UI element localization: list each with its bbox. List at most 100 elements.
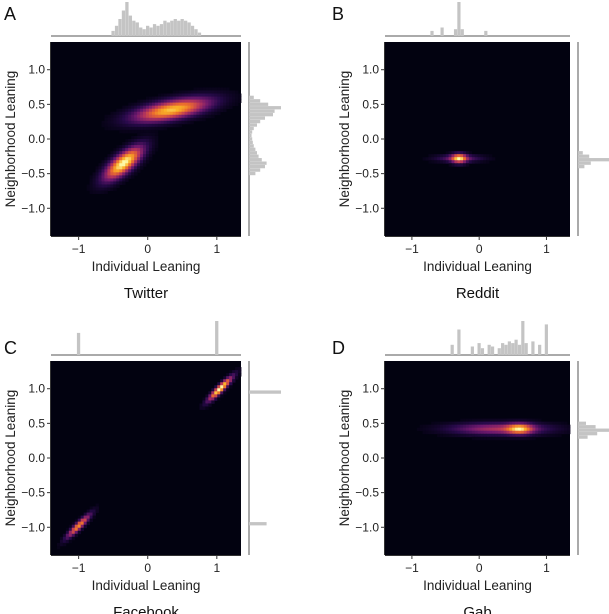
density-cell — [214, 93, 218, 97]
density-cell — [125, 178, 129, 182]
density-cell — [223, 90, 227, 94]
density-cell — [95, 169, 99, 173]
density-cell — [196, 99, 200, 104]
density-cell — [74, 518, 79, 523]
density-cell — [512, 424, 516, 429]
plot-background — [385, 42, 570, 236]
top-marginal-bar — [430, 30, 434, 36]
density-cell — [465, 157, 470, 161]
density-cell — [134, 160, 138, 164]
density-cell — [134, 102, 138, 107]
density-cell — [113, 175, 117, 179]
density-cell — [214, 102, 218, 107]
density-cell — [119, 129, 123, 134]
density-cell — [442, 421, 447, 426]
density-cell — [552, 421, 556, 426]
density-cell — [92, 175, 96, 179]
top-marginal-bar — [487, 344, 491, 355]
right-marginal-bar — [249, 161, 267, 165]
density-cell — [214, 388, 218, 392]
density-cell — [532, 418, 536, 423]
density-cell — [107, 154, 111, 158]
density-cell — [95, 509, 99, 513]
density-cell — [143, 139, 147, 143]
density-cell — [489, 436, 493, 441]
density-cell — [184, 120, 188, 125]
density-cell — [460, 433, 464, 438]
right-marginal-bar — [249, 522, 267, 526]
x-tick-label: 1 — [213, 242, 220, 256]
density-cell — [116, 151, 120, 155]
density-cell — [101, 160, 105, 164]
density-cell — [483, 418, 487, 423]
density-cell — [520, 424, 525, 429]
density-cell — [214, 90, 218, 94]
density-cell — [232, 373, 236, 377]
density-cell — [169, 105, 174, 110]
density-cell — [477, 427, 481, 432]
density-cell — [104, 123, 108, 128]
density-cell — [137, 148, 141, 152]
density-cell — [451, 163, 455, 167]
density-cell — [116, 157, 120, 161]
density-cell — [428, 427, 432, 432]
density-cell — [151, 105, 156, 110]
density-cell — [494, 424, 499, 429]
density-cell — [445, 433, 449, 438]
density-cell — [68, 533, 73, 538]
density-cell — [538, 427, 542, 432]
density-cell — [223, 99, 227, 104]
density-cell — [107, 117, 111, 122]
density-cell — [163, 111, 168, 116]
density-cell — [95, 166, 99, 170]
density-cell — [110, 114, 114, 119]
density-cell — [220, 388, 224, 392]
density-cell — [104, 117, 108, 122]
top-marginal-bar — [152, 24, 157, 36]
x-tick-label: 1 — [213, 561, 220, 575]
density-cell — [113, 123, 117, 128]
density-cell — [463, 154, 467, 158]
density-cell — [567, 424, 571, 429]
density-cell — [113, 148, 117, 152]
density-cell — [143, 117, 147, 122]
density-cell — [107, 157, 111, 161]
density-cell — [89, 184, 93, 188]
density-cell — [471, 433, 476, 438]
density-cell — [529, 430, 533, 435]
density-cell — [523, 436, 528, 441]
density-cell — [107, 160, 111, 164]
density-cell — [172, 111, 177, 116]
density-cell — [558, 430, 562, 435]
density-cell — [163, 120, 168, 125]
density-cell — [95, 175, 99, 179]
density-cell — [157, 102, 162, 107]
right-marginal-bar — [249, 119, 261, 124]
density-cell — [220, 391, 224, 395]
density-cell — [86, 521, 90, 526]
density-cell — [546, 433, 551, 438]
density-cell — [468, 160, 473, 164]
density-cell — [477, 424, 481, 429]
density-cell — [202, 87, 206, 91]
density-cell — [532, 436, 536, 441]
density-cell — [131, 163, 135, 167]
density-cell — [211, 105, 215, 110]
density-cell — [471, 418, 476, 423]
density-cell — [89, 178, 93, 182]
density-cell — [448, 157, 452, 161]
density-cell — [74, 524, 79, 529]
density-cell — [460, 424, 464, 429]
density-cell — [451, 151, 455, 155]
density-cell — [119, 181, 123, 185]
density-cell — [489, 154, 493, 158]
right-marginal-bar — [578, 164, 585, 169]
density-cell — [220, 90, 224, 94]
density-cell — [480, 157, 484, 161]
density-cell — [509, 430, 513, 435]
density-cell — [178, 96, 183, 100]
density-cell — [71, 527, 76, 532]
density-cell — [517, 436, 522, 441]
density-cell — [116, 154, 120, 158]
density-cell — [486, 154, 490, 158]
